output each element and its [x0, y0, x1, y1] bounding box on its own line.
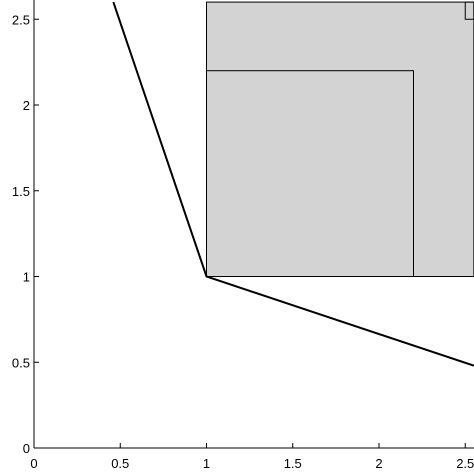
region-outline-0 [206, 70, 414, 277]
x-tick-label-0: 0 [30, 456, 37, 471]
y-tick-label-0: 0 [23, 441, 30, 456]
y-tick-label-5: 2.5 [12, 12, 30, 27]
x-ticks: 0 0.5 1 1.5 2 2.5 [30, 443, 474, 471]
series-line-0 [112, 1, 474, 367]
y-tick-label-1: 0.5 [12, 355, 30, 370]
x-tick-label-5: 2.5 [456, 456, 474, 471]
x-tick-label-2: 1 [203, 456, 210, 471]
y-tick-label-3: 1.5 [12, 184, 30, 199]
y-ticks: 0 0.5 1 1.5 2 2.5 [12, 12, 39, 456]
axes [33, 0, 474, 449]
series-group [112, 1, 474, 367]
x-tick-label-4: 2 [375, 456, 382, 471]
y-tick-label-2: 1 [23, 270, 30, 285]
y-tick-label-4: 2 [23, 98, 30, 113]
shaded-regions [206, 1, 474, 277]
x-tick-label-1: 0.5 [111, 456, 129, 471]
x-tick-label-3: 1.5 [284, 456, 302, 471]
shaded-region-0 [206, 1, 474, 277]
